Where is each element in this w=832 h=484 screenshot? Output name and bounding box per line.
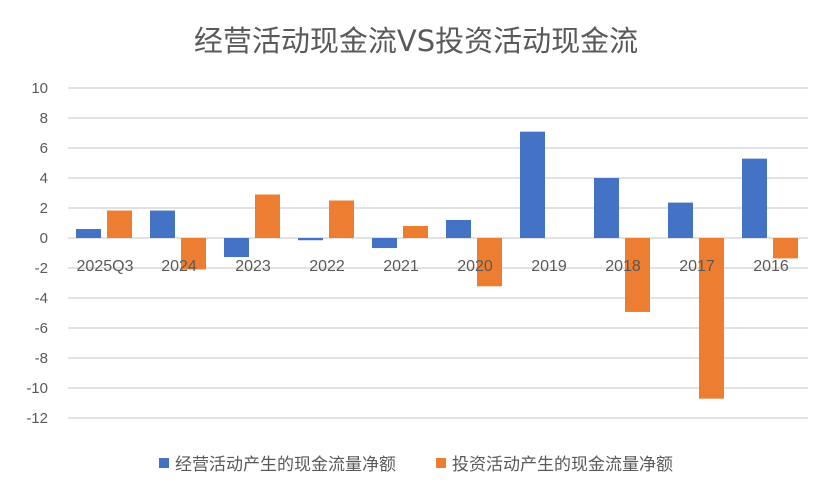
bar-investing-2022 xyxy=(329,200,354,238)
bar-investing-2021 xyxy=(403,226,428,238)
legend-item-operating: 经营活动产生的现金流量净额 xyxy=(159,450,396,475)
y-tick-label: -2 xyxy=(35,260,48,277)
bar-operating-2019 xyxy=(520,131,545,238)
x-category-label: 2020 xyxy=(457,258,493,275)
bar-investing-2023 xyxy=(255,194,280,238)
legend-item-investing: 投资活动产生的现金流量净额 xyxy=(436,450,673,475)
bar-operating-2016 xyxy=(742,158,767,238)
bar-investing-2018 xyxy=(625,238,650,312)
x-category-label: 2022 xyxy=(309,258,345,275)
y-tick-label: 0 xyxy=(40,230,48,247)
legend-label-investing: 投资活动产生的现金流量净额 xyxy=(452,455,673,475)
bar-operating-2017 xyxy=(668,202,693,238)
bar-investing-2020 xyxy=(477,238,502,287)
legend-swatch-investing xyxy=(436,457,446,468)
y-tick-label: 6 xyxy=(40,140,48,157)
y-tick-label: -12 xyxy=(26,410,48,427)
x-category-label: 2021 xyxy=(383,258,419,275)
legend: 经营活动产生的现金流量净额 投资活动产生的现金流量净额 xyxy=(0,450,832,475)
x-category-label: 2016 xyxy=(753,258,789,275)
bar-operating-2025Q3 xyxy=(76,229,101,238)
y-tick-label: 10 xyxy=(31,80,48,97)
y-tick-label: 4 xyxy=(40,170,48,187)
bar-investing-2024 xyxy=(181,238,206,270)
y-tick-label: -10 xyxy=(26,380,48,397)
legend-label-operating: 经营活动产生的现金流量净额 xyxy=(175,455,396,475)
y-tick-label: -8 xyxy=(35,350,48,367)
x-category-label: 2024 xyxy=(161,258,197,275)
bar-operating-2023 xyxy=(224,238,249,258)
bar-operating-2022 xyxy=(298,238,323,241)
x-category-label: 2017 xyxy=(679,258,715,275)
x-category-label: 2018 xyxy=(605,258,641,275)
bar-investing-2016 xyxy=(773,238,798,259)
x-category-label: 2023 xyxy=(235,258,271,275)
legend-swatch-operating xyxy=(159,457,169,468)
x-category-label: 2025Q3 xyxy=(77,258,134,275)
bar-operating-2024 xyxy=(150,210,175,238)
y-tick-label: 2 xyxy=(40,200,48,217)
bar-operating-2021 xyxy=(372,238,397,249)
y-tick-label: -6 xyxy=(35,320,48,337)
chart-title: 经营活动现金流VS投资活动现金流 xyxy=(193,24,639,58)
bar-investing-2025Q3 xyxy=(107,210,132,238)
y-tick-label: -4 xyxy=(35,290,48,307)
y-tick-label: 8 xyxy=(40,110,48,127)
bar-operating-2020 xyxy=(446,220,471,238)
x-category-label: 2019 xyxy=(531,258,567,275)
bar-investing-2017 xyxy=(699,238,724,399)
bar-operating-2018 xyxy=(594,178,619,238)
